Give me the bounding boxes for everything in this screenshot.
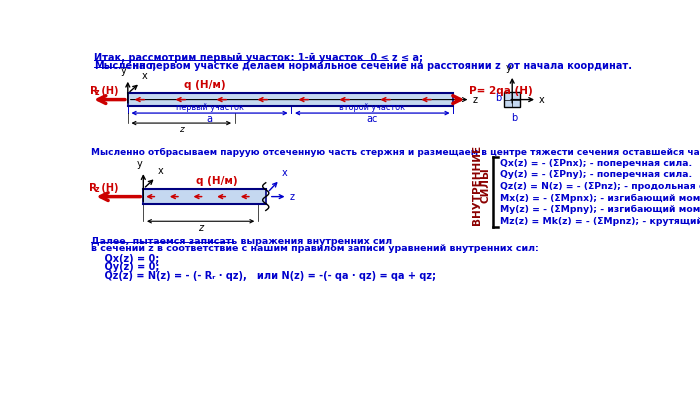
Text: a: a <box>206 114 213 124</box>
Text: q (Н/м): q (Н/м) <box>184 80 226 90</box>
Text: R: R <box>90 86 98 96</box>
Text: Qz(z) = N(z) = - (ΣPnz); - продольная сила.: Qz(z) = N(z) = - (ΣPnz); - продольная си… <box>500 182 700 191</box>
Text: y: y <box>136 159 142 169</box>
Text: b: b <box>495 93 501 103</box>
Text: СИЛЫ: СИЛЫ <box>480 167 490 203</box>
Text: Мысленно,: Мысленно, <box>94 61 156 71</box>
Text: z: z <box>290 192 295 202</box>
Bar <box>505 92 520 107</box>
Text: первый участок: первый участок <box>176 103 244 112</box>
Text: в сечении z в соответствие с нашим правилом записи уравнений внутренних сил:: в сечении z в соответствие с нашим прави… <box>92 244 539 253</box>
Text: z: z <box>179 125 183 134</box>
Text: Qz(z) = N(z) = - (- Rᵣ · qz),   или N(z) = -(- qa · qz) = qa + qz;: Qz(z) = N(z) = - (- Rᵣ · qz), или N(z) =… <box>92 270 436 280</box>
Text: Qy(z) = 0;: Qy(z) = 0; <box>92 262 160 272</box>
Text: x: x <box>281 168 287 178</box>
Text: x: x <box>141 71 148 81</box>
Text: ac: ac <box>367 114 378 124</box>
Text: ВНУТРЕННИЕ: ВНУТРЕННИЕ <box>473 145 482 225</box>
Text: Qy(z) = - (ΣPny); - поперечная сила.: Qy(z) = - (ΣPny); - поперечная сила. <box>500 170 692 180</box>
Text: q (Н/м): q (Н/м) <box>196 176 237 186</box>
Text: Mz(z) = Mk(z) = - (ΣMpnz); - крутящий момент.: Mz(z) = Mk(z) = - (ΣMpnz); - крутящий мо… <box>500 217 700 226</box>
Text: z: z <box>94 88 99 97</box>
Text: Мысленно отбрасываем паруую отсеченную часть стержня и размещаем в центре тяжест: Мысленно отбрасываем паруую отсеченную ч… <box>92 148 700 157</box>
Text: Далее, пытаемся записать выражения внутренних сил: Далее, пытаемся записать выражения внутр… <box>92 237 393 246</box>
Bar <box>144 189 266 204</box>
Text: My(z) = - (ΣMpny); - изгибающий момент.: My(z) = - (ΣMpny); - изгибающий момент. <box>500 205 700 214</box>
Text: y: y <box>505 64 511 74</box>
Text: z: z <box>94 185 99 194</box>
Text: Mx(z) = - (ΣMpnx); - изгибающий момент.: Mx(z) = - (ΣMpnx); - изгибающий момент. <box>500 194 700 202</box>
Text: x: x <box>538 94 545 104</box>
Text: z: z <box>198 223 203 233</box>
Text: (H): (H) <box>98 86 119 96</box>
Text: b: b <box>510 113 517 123</box>
Text: Итак, рассмотрим первый участок: 1-й участок  0 ≤ z ≤ a;: Итак, рассмотрим первый участок: 1-й уча… <box>94 53 423 64</box>
Text: (H): (H) <box>98 183 119 193</box>
Bar <box>128 93 454 106</box>
Text: x: x <box>158 166 163 176</box>
Text: Qx(z) = - (ΣPnx); - поперечная сила.: Qx(z) = - (ΣPnx); - поперечная сила. <box>500 159 692 168</box>
Text: P= 2qa (H): P= 2qa (H) <box>469 86 533 96</box>
Text: Qx(z) = 0;: Qx(z) = 0; <box>92 254 160 264</box>
Text: R: R <box>89 183 97 193</box>
Text: z: z <box>473 94 477 104</box>
Text: y: y <box>121 66 127 76</box>
Text: на первом участке делаем нормальное сечение на расстоянии z  от начала координат: на первом участке делаем нормальное сече… <box>130 61 632 71</box>
Text: второй участок: второй участок <box>340 103 405 112</box>
